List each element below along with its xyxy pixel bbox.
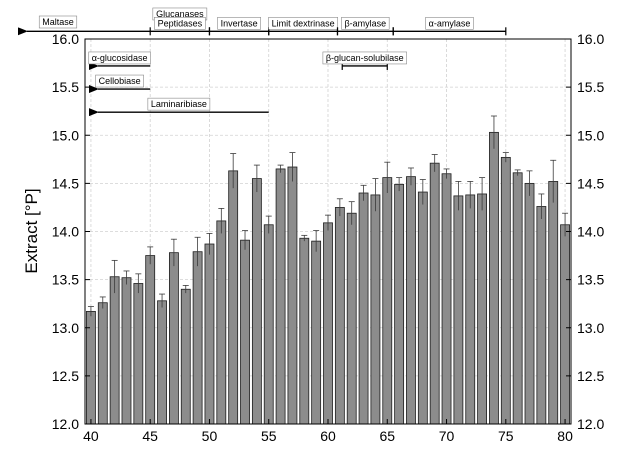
annotation-maltase-label-box	[38, 15, 78, 29]
y-tick-label-right: 15.0	[577, 127, 604, 143]
x-tick-label: 45	[142, 428, 158, 444]
bar	[192, 251, 203, 425]
bar	[145, 255, 156, 425]
y-tick-label-left: 12.5	[52, 368, 79, 384]
x-tick-label: 70	[439, 428, 455, 444]
annotation-peptidases-label-box	[154, 16, 206, 30]
y-tick-label-right: 13.0	[577, 320, 604, 336]
bar	[536, 206, 547, 425]
bar	[370, 194, 381, 425]
bars-layer	[86, 131, 570, 425]
annotation-laminaribiase-label-box	[147, 97, 211, 111]
y-tick-label-left: 14.5	[52, 175, 79, 191]
y-tick-label-left: 13.0	[52, 320, 79, 336]
bar	[560, 224, 570, 425]
annotation-cellobiase-label-box	[95, 74, 144, 88]
bar	[394, 183, 405, 425]
x-tick-label: 80	[557, 428, 573, 444]
bar	[121, 277, 132, 425]
bar	[86, 310, 96, 425]
annotation-cellobiase-label: Cellobiase	[99, 76, 141, 86]
x-tick-label: 55	[261, 428, 277, 444]
error-bars-layer	[87, 115, 569, 317]
y-tick-label-left: 16.0	[52, 31, 79, 47]
bar	[489, 131, 499, 425]
bar	[465, 194, 476, 425]
bar	[417, 191, 428, 425]
annotation-amylase-label-box	[341, 16, 390, 30]
annotation-laminaribiase-label: Laminaribiase	[151, 99, 207, 109]
annotation-glucanases-label: Glucanases	[156, 9, 204, 19]
y-tick-label-right: 14.0	[577, 224, 604, 240]
annotation-glucan-solubilase-label: β-glucan-solubilase	[326, 53, 404, 63]
bar	[346, 212, 357, 425]
y-tick-label-left: 15.5	[52, 79, 79, 95]
y-tick-label-left: 13.5	[52, 272, 79, 288]
bar	[500, 156, 511, 425]
annotation-maltase-label: Maltase	[42, 17, 74, 27]
bar	[240, 239, 250, 425]
annotation-glucosidase-label: α-glucosidase	[92, 53, 148, 63]
bar	[358, 192, 369, 425]
bar	[334, 207, 345, 425]
bar	[406, 176, 416, 425]
bar	[133, 283, 144, 425]
bar	[441, 173, 452, 425]
bar	[323, 222, 333, 425]
y-tick-label-left: 14.0	[52, 224, 79, 240]
y-tick-label-right: 12.5	[577, 368, 604, 384]
bar	[157, 300, 167, 425]
y-tick-label-right: 16.0	[577, 31, 604, 47]
bar	[216, 220, 227, 425]
annotation-glucosidase-label-box	[88, 51, 151, 65]
bar	[263, 224, 274, 425]
bar	[477, 193, 488, 425]
x-tick-label: 50	[202, 428, 218, 444]
bar	[287, 166, 298, 425]
annotation-limit-dextrinase-label: Limit dextrinase	[272, 18, 335, 28]
axes-layer: 12.0 12.0 12.5 12.5 13.0 13.0 13.5 13.5 14.0 14.0…	[52, 31, 605, 444]
x-tick-label: 65	[379, 428, 395, 444]
annotation-amylase-label: α-amylase	[429, 18, 471, 28]
y-tick-label-right: 12.0	[577, 416, 604, 432]
annotation-limit-dextrinase-label-box	[268, 16, 338, 30]
bar	[299, 237, 310, 425]
bar	[109, 276, 120, 425]
bar	[311, 240, 322, 425]
bar	[97, 302, 108, 425]
y-tick-label-left: 12.0	[52, 416, 79, 432]
bar	[180, 288, 191, 425]
x-tick-label: 75	[498, 428, 514, 444]
bar	[453, 195, 464, 425]
bar	[168, 252, 179, 425]
y-tick-label-right: 13.5	[577, 272, 604, 288]
bar	[204, 243, 215, 425]
bar	[429, 162, 440, 425]
annotation-peptidases-label: Peptidases	[158, 18, 203, 28]
bar	[548, 181, 559, 425]
bar	[251, 178, 262, 425]
bar	[524, 182, 535, 425]
y-axis-title: Extract [°P]	[22, 188, 41, 273]
y-tick-label-right: 14.5	[577, 175, 604, 191]
annotation-invertase-label: Invertase	[221, 18, 258, 28]
y-tick-label-left: 15.0	[52, 127, 79, 143]
bar	[512, 172, 523, 425]
bar	[228, 170, 239, 425]
annotation-amylase-label: β-amylase	[344, 18, 386, 28]
annotation-amylase-label-box	[425, 16, 474, 30]
x-tick-label: 40	[83, 428, 99, 444]
annotation-invertase-label-box	[217, 16, 261, 30]
bar	[275, 168, 286, 425]
x-tick-label: 60	[320, 428, 336, 444]
annotation-glucan-solubilase-label-box	[322, 51, 407, 65]
bar	[382, 177, 393, 425]
y-tick-label-right: 15.5	[577, 79, 604, 95]
